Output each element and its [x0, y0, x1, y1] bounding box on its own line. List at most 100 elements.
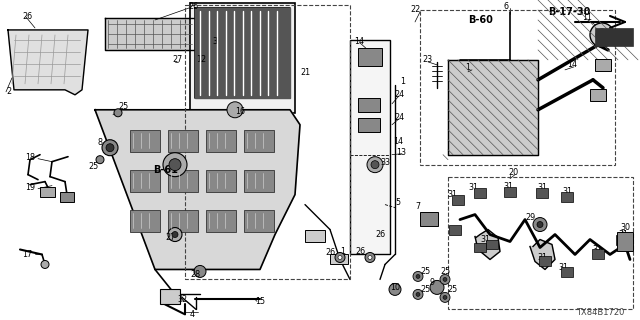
Text: 24: 24	[394, 113, 404, 122]
Circle shape	[163, 153, 187, 177]
Text: 31: 31	[562, 187, 572, 196]
Circle shape	[416, 292, 420, 296]
Circle shape	[416, 275, 420, 278]
Bar	[539, 256, 551, 267]
Text: 5: 5	[395, 198, 400, 207]
Polygon shape	[195, 8, 290, 98]
Text: 16: 16	[235, 107, 245, 116]
Text: 20: 20	[508, 168, 518, 177]
Text: 14: 14	[567, 60, 577, 69]
Bar	[160, 289, 180, 304]
Bar	[616, 235, 628, 244]
Text: FR.: FR.	[605, 32, 623, 42]
Text: 31: 31	[468, 183, 478, 192]
Text: 10: 10	[390, 283, 400, 292]
Text: 31: 31	[537, 183, 547, 192]
Bar	[330, 254, 348, 264]
Bar	[474, 243, 486, 252]
Polygon shape	[195, 8, 290, 98]
Bar	[452, 195, 464, 204]
Polygon shape	[475, 229, 500, 260]
Bar	[617, 232, 633, 252]
Text: 26: 26	[188, 3, 198, 12]
Text: 31: 31	[480, 235, 490, 244]
Bar	[420, 212, 438, 226]
Bar	[40, 187, 55, 196]
Circle shape	[389, 284, 401, 295]
Text: 33: 33	[380, 158, 390, 167]
Bar	[130, 130, 160, 152]
Bar	[595, 28, 633, 46]
Bar	[168, 130, 198, 152]
Bar	[561, 192, 573, 202]
Text: 11: 11	[582, 13, 592, 22]
Circle shape	[413, 271, 423, 281]
Text: 31: 31	[592, 245, 602, 254]
Bar	[244, 210, 274, 232]
Text: 1: 1	[465, 63, 470, 72]
Text: 1: 1	[340, 247, 345, 256]
Polygon shape	[95, 110, 300, 269]
Polygon shape	[8, 30, 88, 95]
Polygon shape	[448, 60, 538, 155]
Text: 24: 24	[394, 90, 404, 99]
Bar	[206, 170, 236, 192]
Text: 25: 25	[440, 267, 451, 276]
Text: 29: 29	[525, 213, 535, 222]
Circle shape	[365, 252, 375, 262]
Text: B-17-30: B-17-30	[548, 7, 590, 17]
Bar	[130, 210, 160, 232]
Polygon shape	[530, 239, 555, 269]
Bar	[190, 3, 295, 113]
Circle shape	[537, 221, 543, 228]
Text: 12: 12	[196, 55, 206, 64]
Circle shape	[102, 140, 118, 156]
Bar	[206, 130, 236, 152]
Circle shape	[227, 102, 243, 118]
Bar	[592, 250, 604, 260]
Circle shape	[533, 218, 547, 232]
Circle shape	[440, 275, 450, 284]
Text: 26: 26	[355, 247, 365, 256]
Circle shape	[371, 161, 379, 169]
Circle shape	[443, 295, 447, 300]
Circle shape	[443, 277, 447, 281]
Bar	[206, 210, 236, 232]
Text: 31: 31	[537, 253, 547, 262]
Bar	[561, 268, 573, 277]
Bar	[448, 177, 633, 309]
Bar	[590, 89, 606, 101]
Text: 18: 18	[25, 153, 35, 162]
Bar	[595, 59, 611, 71]
Bar	[358, 98, 380, 112]
Circle shape	[169, 159, 181, 171]
Bar	[486, 239, 498, 250]
Bar	[244, 130, 274, 152]
Text: 26: 26	[375, 230, 385, 239]
Text: 25: 25	[88, 162, 99, 171]
Bar	[358, 48, 382, 66]
Bar	[420, 10, 615, 165]
Bar	[130, 170, 160, 192]
Text: B-61: B-61	[153, 165, 178, 175]
Bar	[350, 40, 390, 254]
Circle shape	[590, 23, 614, 47]
Text: 32: 32	[177, 295, 187, 304]
Text: 14: 14	[393, 137, 403, 146]
Polygon shape	[105, 18, 195, 50]
Text: 7: 7	[415, 202, 420, 211]
Bar	[504, 187, 516, 196]
Text: 31: 31	[447, 190, 457, 199]
Text: 2: 2	[6, 87, 11, 96]
Text: 15: 15	[255, 297, 265, 306]
Text: 1: 1	[400, 77, 405, 86]
Text: 9: 9	[430, 278, 435, 287]
Circle shape	[338, 255, 342, 260]
Text: 21: 21	[300, 68, 310, 77]
Text: 26: 26	[22, 12, 32, 21]
Circle shape	[413, 289, 423, 300]
Bar	[474, 188, 486, 197]
Text: 25: 25	[420, 285, 430, 294]
Circle shape	[172, 232, 178, 237]
Circle shape	[596, 29, 608, 41]
